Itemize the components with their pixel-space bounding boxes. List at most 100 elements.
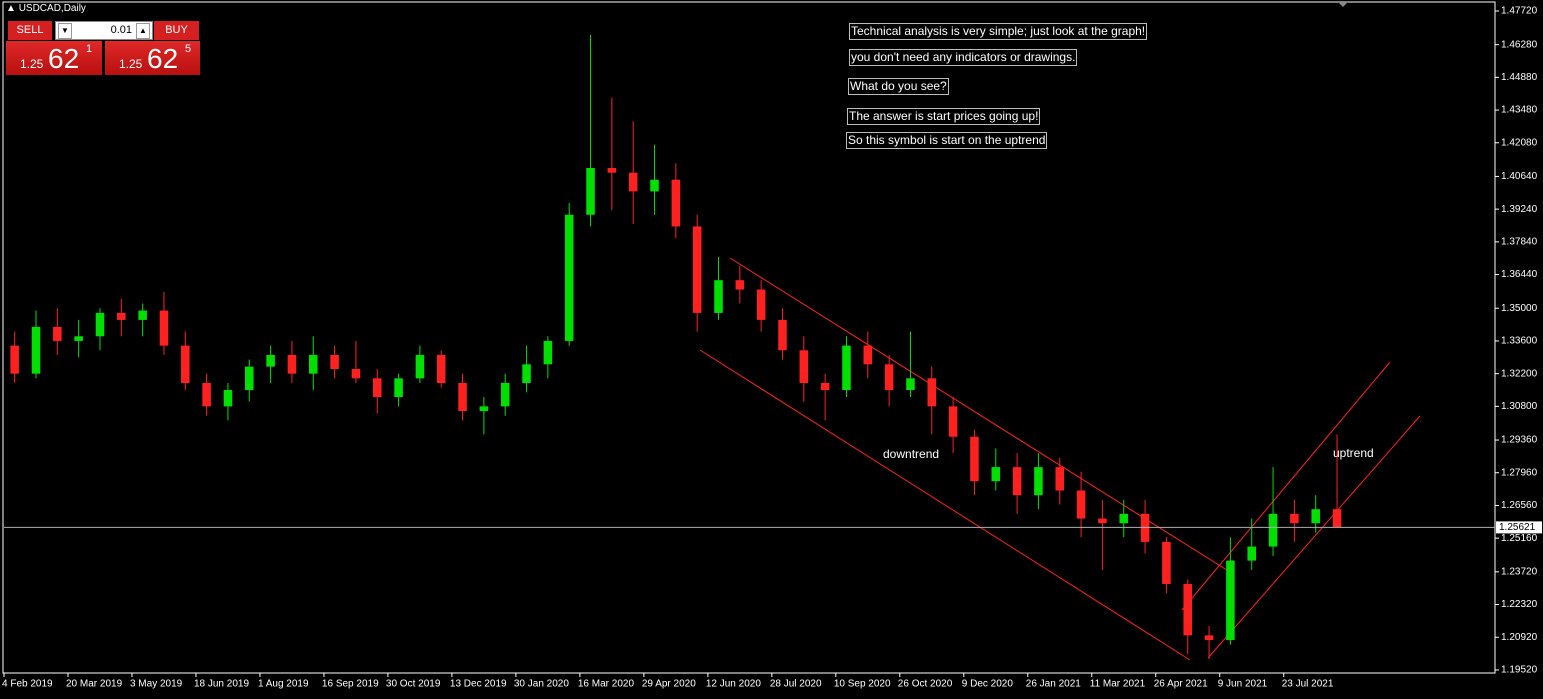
candle-body xyxy=(458,383,467,412)
y-tick-label: 1.32200 xyxy=(1501,368,1538,379)
bid-prefix: 1.25 xyxy=(20,57,44,71)
candle-body xyxy=(479,406,489,412)
y-tick-label: 1.47720 xyxy=(1501,6,1538,17)
ask-quote[interactable]: 1.25 62 5 xyxy=(105,41,200,75)
candle-body xyxy=(948,406,958,437)
candle-body xyxy=(1226,560,1235,641)
candle-body xyxy=(799,350,809,384)
y-tick-label: 1.23720 xyxy=(1501,566,1538,577)
y-tick-label: 1.35000 xyxy=(1501,303,1538,314)
x-tick-label: 9 Dec 2020 xyxy=(962,679,1014,690)
ask-prefix: 1.25 xyxy=(119,57,143,71)
candle-body xyxy=(1332,509,1342,528)
candle-body xyxy=(245,366,254,391)
x-tick-label: 9 Jun 2021 xyxy=(1218,679,1268,690)
channel-line xyxy=(1207,415,1421,659)
y-tick-label: 1.43480 xyxy=(1501,105,1538,116)
candle-body xyxy=(74,336,83,341)
buy-button[interactable]: BUY xyxy=(154,21,199,40)
candle-body xyxy=(500,383,510,407)
channel-line xyxy=(699,349,1191,661)
y-tick-label: 1.30800 xyxy=(1501,401,1538,412)
candle-body xyxy=(351,368,361,379)
x-tick-label: 26 Jan 2021 xyxy=(1026,679,1081,690)
sell-button[interactable]: SELL xyxy=(8,21,52,40)
candle-body xyxy=(863,345,873,365)
candle-body xyxy=(650,179,659,192)
bid-sup: 1 xyxy=(86,43,93,55)
ask-sup: 5 xyxy=(185,43,192,55)
candle-body xyxy=(10,345,19,374)
y-tick-label: 1.20920 xyxy=(1501,632,1538,643)
candle-body xyxy=(586,168,595,215)
x-tick-label: 16 Sep 2019 xyxy=(322,679,379,690)
channel-line xyxy=(729,257,1231,573)
y-tick-label: 1.40640 xyxy=(1501,171,1538,182)
lot-down[interactable]: ▼ xyxy=(58,23,72,39)
y-tick-label: 1.22320 xyxy=(1501,599,1538,610)
x-tick-label: 20 Mar 2019 xyxy=(66,679,123,690)
candle-body xyxy=(1034,467,1043,496)
candle-body xyxy=(1012,467,1022,496)
candle-body xyxy=(714,280,723,313)
x-tick-label: 18 Jun 2019 xyxy=(194,679,249,690)
lot-box[interactable]: ▼ 0.01 ▲ xyxy=(55,21,153,40)
candle-body xyxy=(1268,513,1278,547)
current-price-box xyxy=(1496,521,1542,534)
y-tick-label: 1.42080 xyxy=(1501,137,1538,148)
x-tick-label: 26 Apr 2021 xyxy=(1154,679,1208,690)
candle-body xyxy=(1076,490,1086,519)
candle-body xyxy=(543,340,553,365)
candle-body xyxy=(607,168,617,173)
candle-body xyxy=(1162,541,1171,584)
candle-body xyxy=(735,280,745,290)
candle-body xyxy=(1290,513,1299,524)
candle-body xyxy=(906,378,915,391)
channel-line xyxy=(1181,361,1391,611)
y-tick-label: 1.26560 xyxy=(1501,500,1538,511)
candle-body xyxy=(415,354,425,379)
annotation: What do you see? xyxy=(848,78,949,95)
x-tick-label: 13 Dec 2019 xyxy=(450,679,507,690)
annotation: The answer is start prices going up! xyxy=(847,108,1041,125)
lot-value[interactable]: 0.01 xyxy=(110,24,132,36)
lot-up[interactable]: ▲ xyxy=(136,23,150,39)
label-downtrend: downtrend xyxy=(883,447,940,461)
candle-body xyxy=(991,467,1001,482)
shift-marker xyxy=(1338,2,1348,7)
x-tick-label: 11 Mar 2021 xyxy=(1090,679,1146,690)
x-tick-label: 28 Jul 2020 xyxy=(770,679,822,690)
current-price-label: 1.25621 xyxy=(1499,522,1536,533)
y-tick-label: 1.36440 xyxy=(1501,269,1538,280)
candle-body xyxy=(181,345,190,384)
candle-body xyxy=(1204,635,1214,641)
candle-body xyxy=(564,214,574,341)
annotation: Technical analysis is very simple; just … xyxy=(849,23,1148,40)
x-tick-label: 30 Oct 2019 xyxy=(386,679,441,690)
candle-body xyxy=(372,378,382,398)
candle-body xyxy=(287,354,297,374)
x-tick-label: 12 Jun 2020 xyxy=(706,679,761,690)
bid-big: 62 xyxy=(48,43,80,74)
y-tick-label: 1.33600 xyxy=(1501,336,1538,347)
label-uptrend: uptrend xyxy=(1333,446,1374,460)
bid-quote[interactable]: 1.25 62 1 xyxy=(6,41,102,75)
y-tick-label: 1.44880 xyxy=(1501,72,1538,83)
candle-body xyxy=(1247,546,1256,561)
y-tick-label: 1.25160 xyxy=(1501,533,1538,544)
ask-big: 62 xyxy=(147,43,179,74)
candle-body xyxy=(138,310,147,320)
x-tick-label: 10 Sep 2020 xyxy=(834,679,891,690)
candle-body xyxy=(884,364,894,391)
x-tick-label: 16 Mar 2020 xyxy=(578,679,635,690)
candle-body xyxy=(1119,513,1129,524)
y-tick-label: 1.27960 xyxy=(1501,467,1538,478)
candle-body xyxy=(671,179,681,227)
y-tick-label: 1.37840 xyxy=(1501,237,1538,248)
candle-body xyxy=(842,345,851,391)
x-tick-label: 23 Jul 2021 xyxy=(1282,679,1334,690)
x-tick-label: 3 May 2019 xyxy=(130,679,183,690)
candle-body xyxy=(820,383,830,391)
